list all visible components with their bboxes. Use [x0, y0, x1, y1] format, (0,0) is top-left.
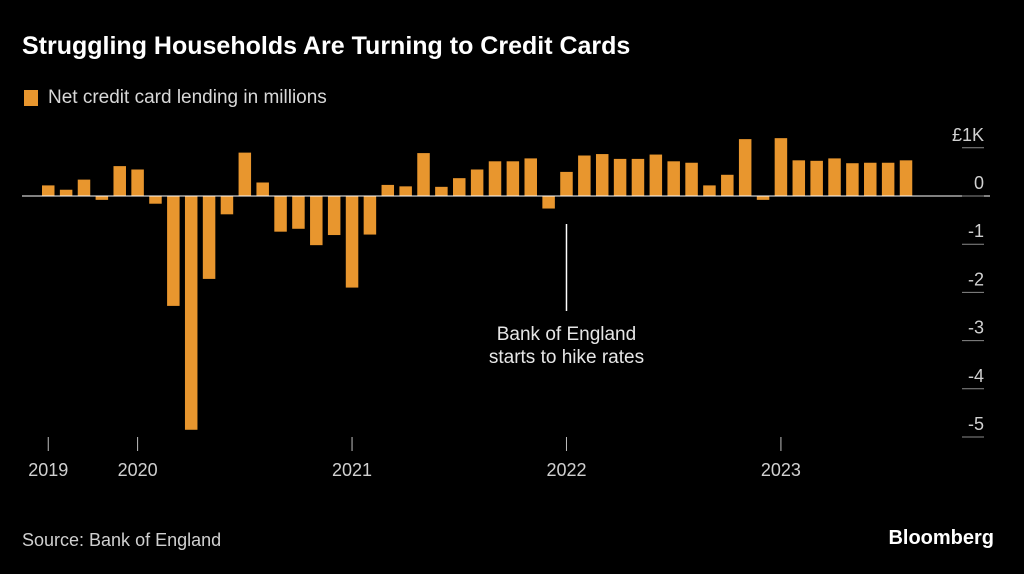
- bar: [202, 196, 216, 279]
- bar: [506, 161, 520, 196]
- bar: [524, 158, 537, 196]
- bar: [363, 196, 377, 235]
- bar: [113, 166, 126, 196]
- bar: [292, 196, 305, 229]
- bar: [756, 196, 770, 200]
- bar: [810, 160, 823, 196]
- annotation-text: Bank of England: [497, 324, 636, 345]
- x-tick-label: 2020: [118, 460, 158, 480]
- y-tick-label: -3: [968, 318, 984, 338]
- bloomberg-logo: Bloomberg: [888, 527, 994, 549]
- bar: [131, 169, 144, 196]
- y-tick-label: -1: [968, 221, 984, 241]
- bar: [59, 189, 73, 196]
- legend: Net credit card lending in millions: [24, 87, 327, 109]
- bar: [42, 185, 55, 196]
- bar: [792, 160, 806, 196]
- y-tick-label: -4: [968, 366, 984, 386]
- bar: [703, 185, 716, 196]
- x-tick-label: 2019: [28, 460, 68, 480]
- bar: [578, 155, 591, 196]
- bar: [256, 182, 269, 196]
- bar: [399, 186, 412, 196]
- bar: [453, 178, 466, 196]
- legend-label: Net credit card lending in millions: [48, 87, 327, 108]
- bar: [774, 138, 788, 196]
- y-tick-label: 0: [974, 173, 984, 193]
- legend-swatch: [24, 90, 38, 106]
- bar: [274, 196, 287, 232]
- bar: [488, 161, 502, 196]
- bar: [649, 154, 663, 196]
- bar: [631, 158, 645, 196]
- source-note: Source: Bank of England: [22, 530, 222, 550]
- bar: [881, 162, 895, 196]
- bar: [77, 179, 91, 196]
- bar: [899, 160, 913, 196]
- bar: [220, 196, 234, 215]
- bar: [381, 184, 395, 196]
- bar: [417, 153, 430, 196]
- bar: [685, 162, 698, 196]
- bar: [435, 186, 448, 196]
- bar: [595, 154, 609, 196]
- annotation-text: starts to hike rates: [489, 347, 644, 368]
- x-tick-label: 2022: [546, 460, 586, 480]
- bar: [238, 152, 252, 196]
- bar: [667, 161, 680, 196]
- y-tick-label: -2: [968, 269, 984, 289]
- bar: [864, 162, 877, 196]
- bar: [470, 169, 484, 196]
- y-tick-label: £1K: [952, 125, 984, 145]
- bar: [613, 158, 627, 196]
- bar: [560, 171, 573, 196]
- y-tick-label: -5: [968, 414, 984, 434]
- bar: [846, 163, 859, 196]
- bar: [542, 196, 555, 209]
- bar: [149, 196, 162, 204]
- bar: [721, 174, 734, 196]
- bar: [738, 139, 752, 196]
- bar: [310, 196, 323, 246]
- bar: [327, 196, 341, 236]
- bar: [95, 196, 109, 200]
- bar: [828, 158, 841, 196]
- x-tick-label: 2023: [761, 460, 801, 480]
- bar: [184, 196, 198, 430]
- x-tick-label: 2021: [332, 460, 372, 480]
- bar: [345, 196, 359, 288]
- bar: [167, 196, 180, 306]
- chart-title: Struggling Households Are Turning to Cre…: [22, 32, 631, 60]
